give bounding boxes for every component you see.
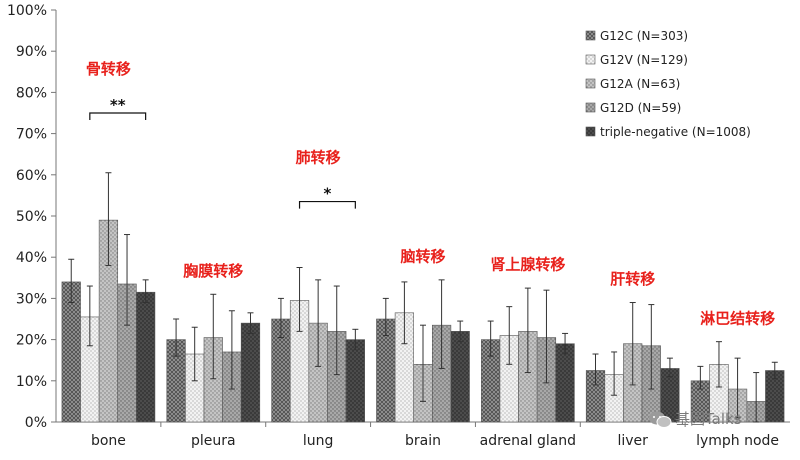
legend-label: G12C (N=303) bbox=[600, 29, 688, 43]
annotation-label: 骨转移 bbox=[86, 60, 131, 78]
annotation-label: 淋巴结转移 bbox=[700, 309, 775, 327]
y-tick-label: 50% bbox=[16, 209, 47, 225]
x-tick-label: liver bbox=[617, 433, 648, 449]
bar bbox=[555, 343, 575, 423]
x-tick-label: lymph node bbox=[696, 433, 779, 449]
significance-bracket bbox=[298, 200, 356, 209]
y-tick-label: 20% bbox=[16, 333, 47, 349]
legend-swatch bbox=[585, 30, 596, 41]
legend-label: G12D (N=59) bbox=[600, 101, 681, 115]
legend-swatch bbox=[585, 102, 596, 113]
significance-label: ** bbox=[110, 96, 126, 114]
bar bbox=[450, 331, 470, 423]
bars bbox=[61, 219, 785, 423]
x-tick-label: adrenal gland bbox=[480, 433, 576, 449]
annotation-label: 肝转移 bbox=[610, 270, 655, 288]
legend-swatch bbox=[585, 126, 596, 137]
bar bbox=[136, 291, 156, 423]
annotation-label: 肾上腺转移 bbox=[490, 256, 565, 274]
y-tick-label: 90% bbox=[16, 44, 47, 60]
error-bars bbox=[68, 172, 778, 423]
y-tick-label: 100% bbox=[7, 3, 47, 19]
y-tick-label: 70% bbox=[16, 127, 47, 143]
watermark: 基因Talks bbox=[649, 410, 742, 428]
legend: G12C (N=303) G12V (N=129) G12A (N=63) G12D … bbox=[585, 29, 751, 139]
x-tick-label: pleura bbox=[191, 433, 236, 449]
axes: 0% 10% 20% 30% 40% 50% 60% 70% 80% 90% 100% bone ple… bbox=[7, 3, 790, 449]
y-tick-label: 60% bbox=[16, 168, 47, 184]
legend-swatch bbox=[585, 78, 596, 89]
annotation-label: 肺转移 bbox=[296, 149, 341, 167]
significance-markers: *** bbox=[89, 96, 356, 209]
wechat-icon bbox=[649, 411, 672, 428]
y-tick-label: 10% bbox=[16, 374, 47, 390]
annotation-label: 胸膜转移 bbox=[183, 262, 243, 280]
y-tick-label: 30% bbox=[16, 291, 47, 307]
bar bbox=[345, 339, 365, 423]
x-tick-label: bone bbox=[91, 433, 126, 449]
legend-label: triple-negative (N=1008) bbox=[600, 125, 751, 139]
legend-label: G12A (N=63) bbox=[600, 77, 680, 91]
x-tick-label: brain bbox=[405, 433, 441, 449]
y-tick-label: 80% bbox=[16, 85, 47, 101]
y-tick-label: 40% bbox=[16, 250, 47, 266]
legend-label: G12V (N=129) bbox=[600, 53, 688, 67]
x-tick-label: lung bbox=[303, 433, 334, 449]
bar bbox=[240, 322, 261, 423]
annotation-label: 脑转移 bbox=[400, 248, 445, 266]
legend-swatch bbox=[585, 54, 596, 65]
significance-label: * bbox=[324, 185, 332, 203]
watermark-text: 基因Talks bbox=[675, 410, 742, 428]
significance-bracket bbox=[89, 112, 147, 120]
y-tick-label: 0% bbox=[25, 415, 47, 431]
